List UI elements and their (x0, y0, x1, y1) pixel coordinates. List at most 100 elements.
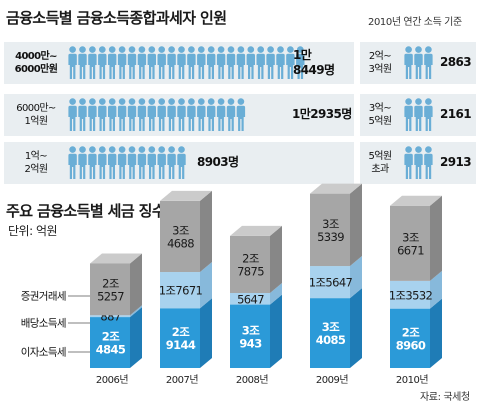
dividend-segment: 5647 (230, 282, 282, 306)
top-chart-title: 금융소득별 금융소득종합과세자 인원 (6, 9, 227, 27)
bar-front-face (390, 280, 430, 309)
income-group-label-line: 3억원 (368, 64, 393, 75)
bar-value-label: 2조 (242, 251, 259, 265)
bar-value-label: 7875 (237, 264, 264, 278)
income-group-count-line: 2161 (440, 107, 472, 121)
income-group-count-line: 1만2935명 (292, 107, 352, 121)
bar-value-label: 3조 (242, 323, 260, 337)
income-group-count: 8903명 (197, 155, 239, 170)
people-icon (404, 46, 433, 79)
bar-front-face (160, 308, 200, 368)
bar-front-face (310, 298, 350, 368)
series-legend-label: 이자소득세 (21, 347, 66, 359)
income-group-label: 3억~ 5억원 (360, 102, 400, 128)
source-label: 자료: 국세청 (420, 392, 470, 403)
bar-value-label: 6671 (397, 243, 424, 257)
income-group-label-line: 6000만원 (14, 64, 58, 75)
x-tick-label: 2010년 (396, 374, 428, 386)
income-group-label-line: 2억원 (24, 164, 49, 175)
bar-value-label: 4688 (167, 236, 194, 250)
income-group-count-line: 8903명 (197, 155, 239, 169)
dividend-segment: 1조5647 (309, 256, 362, 299)
people-icon (68, 46, 305, 79)
dividend-segment: 1조3532 (389, 270, 442, 309)
bar-side-face (430, 298, 442, 368)
income-group-label-line: 초과 (371, 164, 389, 175)
people-icon (68, 98, 246, 131)
bar-value-label: 8960 (396, 338, 426, 352)
income-group-count: 2863 (440, 55, 472, 70)
top-chart-note: 2010년 연간 소득 기준 (368, 17, 462, 28)
bar-side-face (430, 270, 442, 309)
bar-value-label: 2조 (402, 325, 420, 339)
bar-value-label: 5257 (97, 289, 124, 303)
bar-value-label: 5647 (237, 292, 264, 306)
income-group-count-line: 1만 (293, 48, 312, 62)
bar-side-face (130, 307, 142, 368)
people-icon (68, 146, 186, 179)
income-group-label: 1억~ 2억원 (4, 150, 68, 176)
bar-top-face (160, 190, 212, 201)
income-group-count: 1만2935명 (292, 107, 352, 122)
x-tick-label: 2007년 (166, 374, 198, 386)
bar-side-face (200, 262, 212, 309)
bar-value-label: 1조5647 (309, 276, 353, 290)
bar-side-face (270, 294, 282, 368)
bar-value-label: 943 (239, 336, 262, 350)
bar-top-face (390, 195, 442, 206)
bar-front-face (90, 317, 130, 368)
income-group-label-line: 4000만~ (15, 51, 57, 62)
bar-value-label: 2조 (172, 325, 190, 339)
bar-value-label: 2조 (102, 276, 119, 290)
bar-front-face (90, 315, 130, 318)
bar-side-face (270, 225, 282, 293)
income-group-count-line: 2863 (440, 55, 472, 69)
income-group-label: 2억~ 3억원 (360, 50, 400, 76)
series-legend-label: 증권거래세 (21, 291, 66, 303)
series-legend-label: 배당소득세 (21, 318, 66, 330)
bar-front-face (230, 235, 270, 293)
income-group-label-line: 1억~ (24, 151, 48, 162)
income-group-label: 4000만~ 6000만원 (4, 50, 68, 76)
income-group-label-line: 3억~ (368, 103, 392, 114)
income-group-label-line: 5억원 (368, 116, 393, 127)
bar-value-label: 3조 (402, 230, 419, 244)
bar-value-label: 4085 (316, 333, 346, 347)
bar-value-label: 3조 (172, 223, 189, 237)
bar-front-face (310, 193, 350, 267)
bar-front-face (160, 272, 200, 309)
bar-side-face (350, 256, 362, 299)
bar-front-face (90, 263, 130, 316)
bar-front-face (310, 266, 350, 299)
income-group-label: 6000만~ 1억원 (4, 102, 68, 128)
income-group-label-line: 5억원 (368, 151, 393, 162)
bar-front-face (160, 200, 200, 273)
bar-side-face (270, 282, 282, 305)
dividend-segment: 1조7671 (159, 262, 212, 309)
bar-value-label: 1조7671 (159, 284, 203, 298)
bar-value-label: 5339 (317, 230, 344, 244)
bar-side-face (200, 298, 212, 368)
x-tick-label: 2009년 (316, 374, 348, 386)
bar-value-label: 4845 (96, 343, 126, 357)
bar-top-face (310, 183, 362, 194)
bar-value-label: 9144 (166, 338, 196, 352)
income-group-label-line: 2억~ (368, 51, 392, 62)
bar-value-label: 3조 (322, 320, 340, 334)
x-tick-label: 2008년 (236, 374, 268, 386)
people-icon (404, 98, 433, 131)
bar-side-face (130, 253, 142, 316)
income-group-count: 1만 8449명 (293, 48, 335, 78)
income-group-count: 2913 (440, 155, 472, 170)
bar-top-face (90, 253, 142, 264)
bar-value-label: 2조 (102, 330, 120, 344)
bar-side-face (200, 190, 212, 273)
bar-side-face (350, 288, 362, 368)
